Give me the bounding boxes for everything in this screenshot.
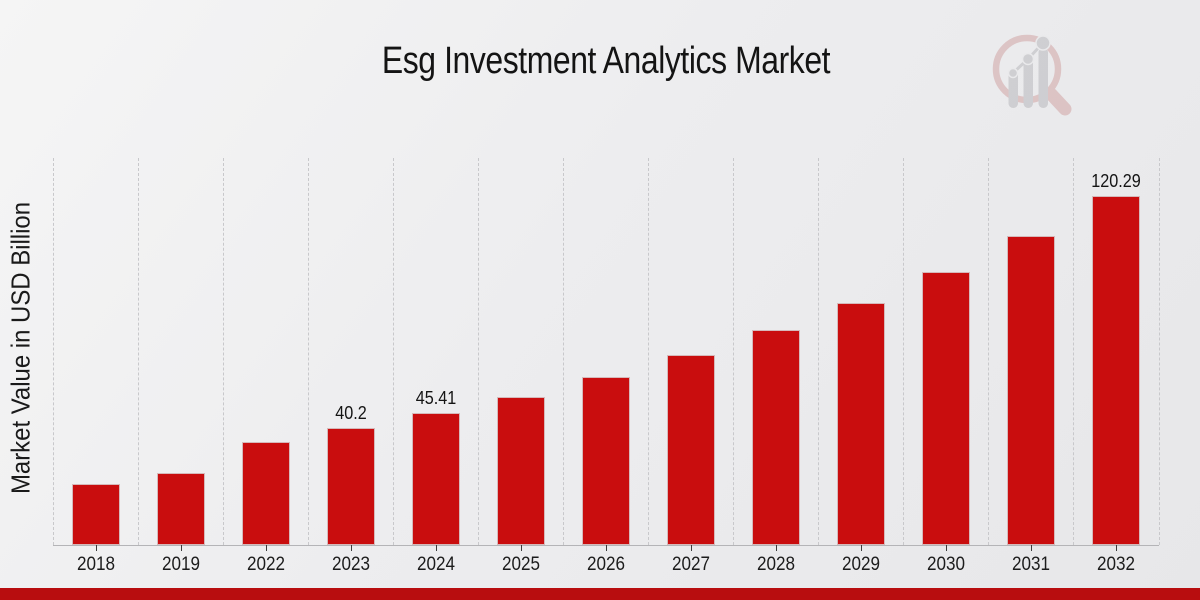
bar-2029 (837, 303, 886, 545)
x-tick-label-2027: 2027 (672, 554, 711, 575)
x-axis-tick (1031, 545, 1033, 551)
x-tick-label-2032: 2032 (1097, 554, 1136, 575)
bar-2025 (496, 397, 545, 545)
vertical-gridline (477, 158, 479, 545)
x-axis-tick (606, 545, 607, 551)
x-axis-tick (180, 545, 182, 551)
x-axis-tick (435, 545, 437, 551)
x-axis-tick (946, 545, 948, 551)
bar-2032 (1092, 196, 1141, 545)
vertical-gridline (1073, 158, 1075, 545)
x-tick-label-2022: 2022 (246, 554, 285, 575)
vertical-gridline (988, 158, 990, 545)
x-tick-label-2018: 2018 (76, 554, 115, 575)
vertical-gridline (137, 158, 139, 545)
x-tick-label-2024: 2024 (416, 554, 455, 575)
bar-2028 (752, 330, 801, 545)
vertical-gridline (562, 158, 564, 545)
bar-2031 (1007, 236, 1056, 545)
bar-2024 (411, 413, 460, 545)
vertical-gridline (818, 158, 820, 545)
vertical-gridline (648, 158, 650, 545)
vertical-gridline (733, 158, 735, 545)
bar-2026 (582, 377, 630, 545)
x-tick-label-2025: 2025 (501, 554, 540, 575)
x-tick-label-2029: 2029 (842, 554, 881, 575)
x-axis-tick (776, 545, 778, 551)
x-tick-label-2028: 2028 (757, 554, 796, 575)
x-axis-tick (265, 545, 267, 551)
bar-2018 (71, 484, 120, 545)
bar-2023 (326, 428, 375, 545)
x-axis-tick (350, 545, 352, 551)
vertical-gridline (1158, 158, 1160, 545)
x-axis-tick (691, 545, 693, 551)
vertical-gridline (392, 158, 394, 545)
x-axis-tick (95, 545, 97, 551)
x-tick-label-2031: 2031 (1012, 554, 1051, 575)
x-axis-tick (1116, 545, 1118, 551)
x-tick-label-2023: 2023 (331, 554, 370, 575)
bar-2030 (922, 272, 971, 545)
bar-value-label-2024: 45.41 (415, 388, 457, 408)
vertical-gridline (307, 158, 309, 545)
bar-2019 (156, 473, 205, 545)
bottom-accent-band (0, 588, 1200, 600)
magnifier-bar-chart-logo-icon (992, 34, 1072, 116)
x-axis-tick (520, 545, 522, 551)
chart-title: Esg Investment Analytics Market (381, 40, 831, 82)
x-tick-label-2030: 2030 (927, 554, 966, 575)
bar-value-label-2032: 120.29 (1091, 171, 1142, 191)
vertical-gridline (52, 158, 54, 545)
x-tick-label-2019: 2019 (161, 554, 200, 575)
x-tick-label-2026: 2026 (586, 554, 626, 575)
x-axis-tick (861, 545, 863, 551)
bar-2027 (667, 355, 716, 545)
vertical-gridline (903, 158, 905, 545)
bar-2022 (241, 442, 290, 545)
plot-area: 2018 2019 2022 40.2 2023 45.41 2024 2025 2026 202… (52, 158, 1160, 575)
bar-value-label-2023: 40.2 (334, 403, 367, 423)
vertical-gridline (222, 158, 224, 545)
y-axis-label: Market Value in USD Billion (5, 201, 36, 495)
